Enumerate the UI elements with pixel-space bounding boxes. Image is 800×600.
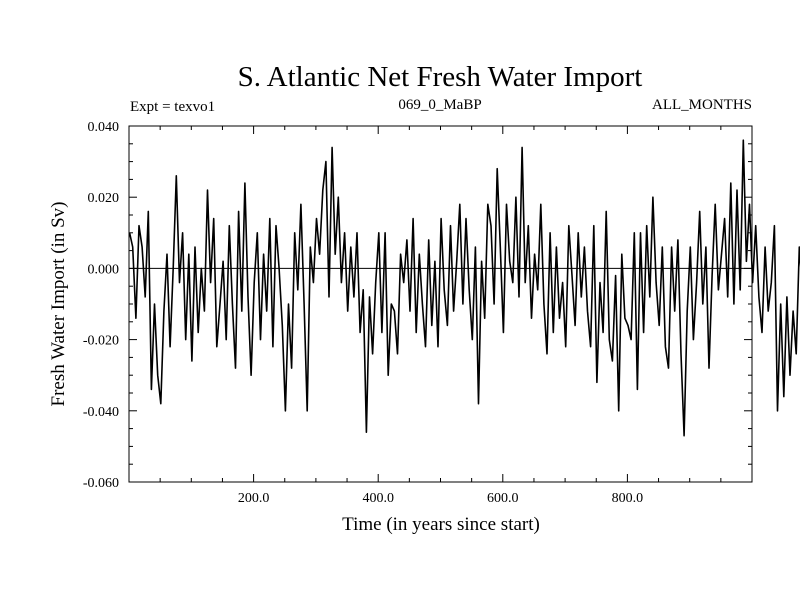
y-tick-label: 0.000 xyxy=(88,262,120,277)
months-label: ALL_MONTHS xyxy=(652,97,752,113)
plot-frame xyxy=(128,125,753,483)
x-tick-label: 800.0 xyxy=(612,491,644,506)
x-tick-label: 400.0 xyxy=(362,491,394,506)
tick-labels: 200.0 400.0 600.0 800.0 0.040 0.020 0.000 -0.02… xyxy=(83,120,643,506)
x-axis-label: Time (in years since start) xyxy=(342,514,540,535)
series-line xyxy=(128,139,800,437)
period-label: 069_0_MaBP xyxy=(398,97,481,113)
x-tick-label: 200.0 xyxy=(238,491,270,506)
y-axis-label: Fresh Water Import (in Sv) xyxy=(48,202,69,407)
y-tick-label: -0.020 xyxy=(83,334,119,349)
y-tick-label: -0.040 xyxy=(83,405,119,420)
y-tick-label: 0.020 xyxy=(88,191,120,206)
y-tick-label: -0.060 xyxy=(83,476,119,491)
x-tick-label: 600.0 xyxy=(487,491,519,506)
experiment-label: Expt = texvo1 xyxy=(130,99,215,115)
y-tick-label: 0.040 xyxy=(88,120,120,135)
chart-title: S. Atlantic Net Fresh Water Import xyxy=(238,61,643,93)
